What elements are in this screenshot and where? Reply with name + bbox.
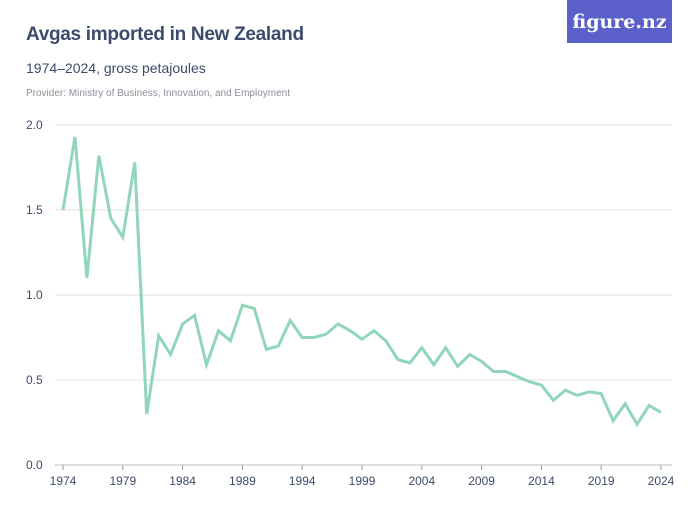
x-tick-label: 2024 [648, 474, 675, 488]
chart-subtitle: 1974–2024, gross petajoules [26, 60, 206, 76]
series-line [61, 136, 662, 428]
x-tick-label: 1994 [289, 474, 316, 488]
provider-text: Provider: Ministry of Business, Innovati… [26, 88, 291, 99]
x-tick-label: 1999 [349, 474, 376, 488]
chart-title: Avgas imported in New Zealand [26, 24, 304, 45]
x-tick-label: 2014 [528, 474, 555, 488]
y-tick-label: 1.0 [26, 288, 43, 302]
x-tick-label: 1989 [229, 474, 256, 488]
x-tick-label: 1979 [109, 474, 136, 488]
x-tick-label: 2004 [408, 474, 435, 488]
figure-nz-logo[interactable]: figure.nz [567, 0, 672, 43]
x-tick-label: 2009 [468, 474, 495, 488]
y-tick-label: 0.0 [26, 458, 43, 472]
y-tick-label: 2.0 [26, 118, 43, 132]
x-tick-label: 2019 [588, 474, 615, 488]
x-tick-label: 1974 [50, 474, 77, 488]
y-tick-label: 1.5 [26, 203, 43, 217]
y-tick-label: 0.5 [26, 373, 43, 387]
x-tick-label: 1984 [169, 474, 196, 488]
